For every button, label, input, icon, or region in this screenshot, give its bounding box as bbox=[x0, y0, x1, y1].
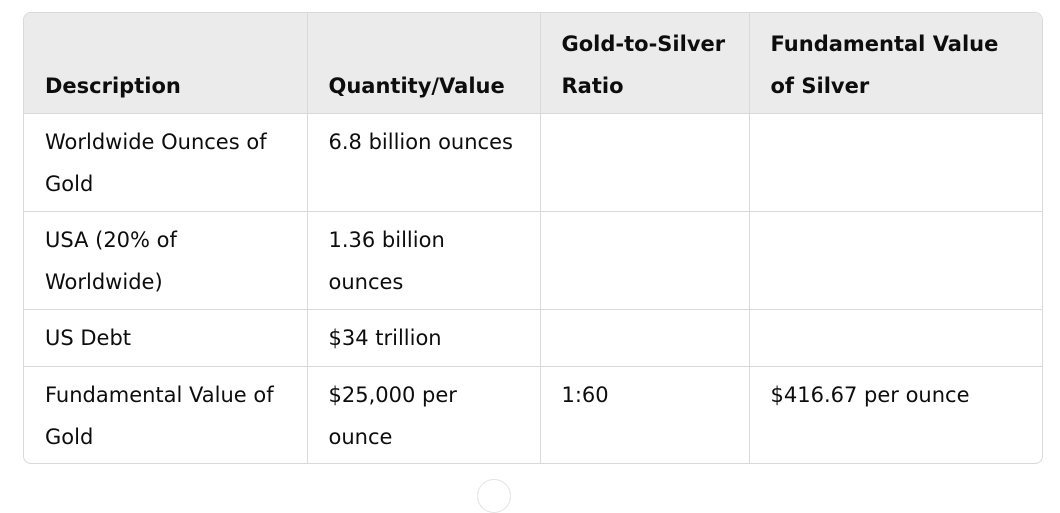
table-cell bbox=[540, 113, 750, 212]
header-gold-to-silver-ratio: Gold-to-Silver Ratio bbox=[540, 13, 750, 114]
table-body: Worldwide Ounces of Gold 6.8 billion oun… bbox=[24, 113, 1042, 463]
table-cell: 1:60 bbox=[540, 366, 750, 463]
table-cell bbox=[749, 113, 1042, 212]
table-cell: Worldwide Ounces of Gold bbox=[24, 113, 308, 212]
table-cell bbox=[540, 211, 750, 310]
table-cell: 6.8 billion ounces bbox=[307, 113, 541, 212]
table-row: Fundamental Value of Gold $25,000 per ou… bbox=[24, 366, 1042, 463]
table-cell: 1.36 billion ounces bbox=[307, 211, 541, 310]
table-cell: Fundamental Value of Gold bbox=[24, 366, 308, 463]
data-table: Description Quantity/Value Gold-to-Silve… bbox=[24, 13, 1042, 463]
table-cell: US Debt bbox=[24, 309, 308, 367]
table-cell bbox=[749, 211, 1042, 310]
header-fundamental-value-of-silver: Fundamental Value of Silver bbox=[749, 13, 1042, 114]
table-cell: $34 trillion bbox=[307, 309, 541, 367]
scroll-to-bottom-button[interactable] bbox=[477, 479, 511, 513]
table-row: USA (20% of Worldwide) 1.36 billion ounc… bbox=[24, 211, 1042, 310]
table-row: US Debt $34 trillion bbox=[24, 309, 1042, 367]
table-header: Description Quantity/Value Gold-to-Silve… bbox=[24, 13, 1042, 114]
table-cell: USA (20% of Worldwide) bbox=[24, 211, 308, 310]
table-row: Worldwide Ounces of Gold 6.8 billion oun… bbox=[24, 113, 1042, 212]
header-quantity-value: Quantity/Value bbox=[307, 13, 541, 114]
table-cell bbox=[540, 309, 750, 367]
table-cell bbox=[749, 309, 1042, 367]
table-cell: $25,000 per ounce bbox=[307, 366, 541, 463]
table-cell: $416.67 per ounce bbox=[770, 383, 970, 407]
header-description: Description bbox=[24, 13, 308, 114]
data-table-container: Description Quantity/Value Gold-to-Silve… bbox=[23, 12, 1043, 464]
header-row: Description Quantity/Value Gold-to-Silve… bbox=[24, 13, 1042, 114]
